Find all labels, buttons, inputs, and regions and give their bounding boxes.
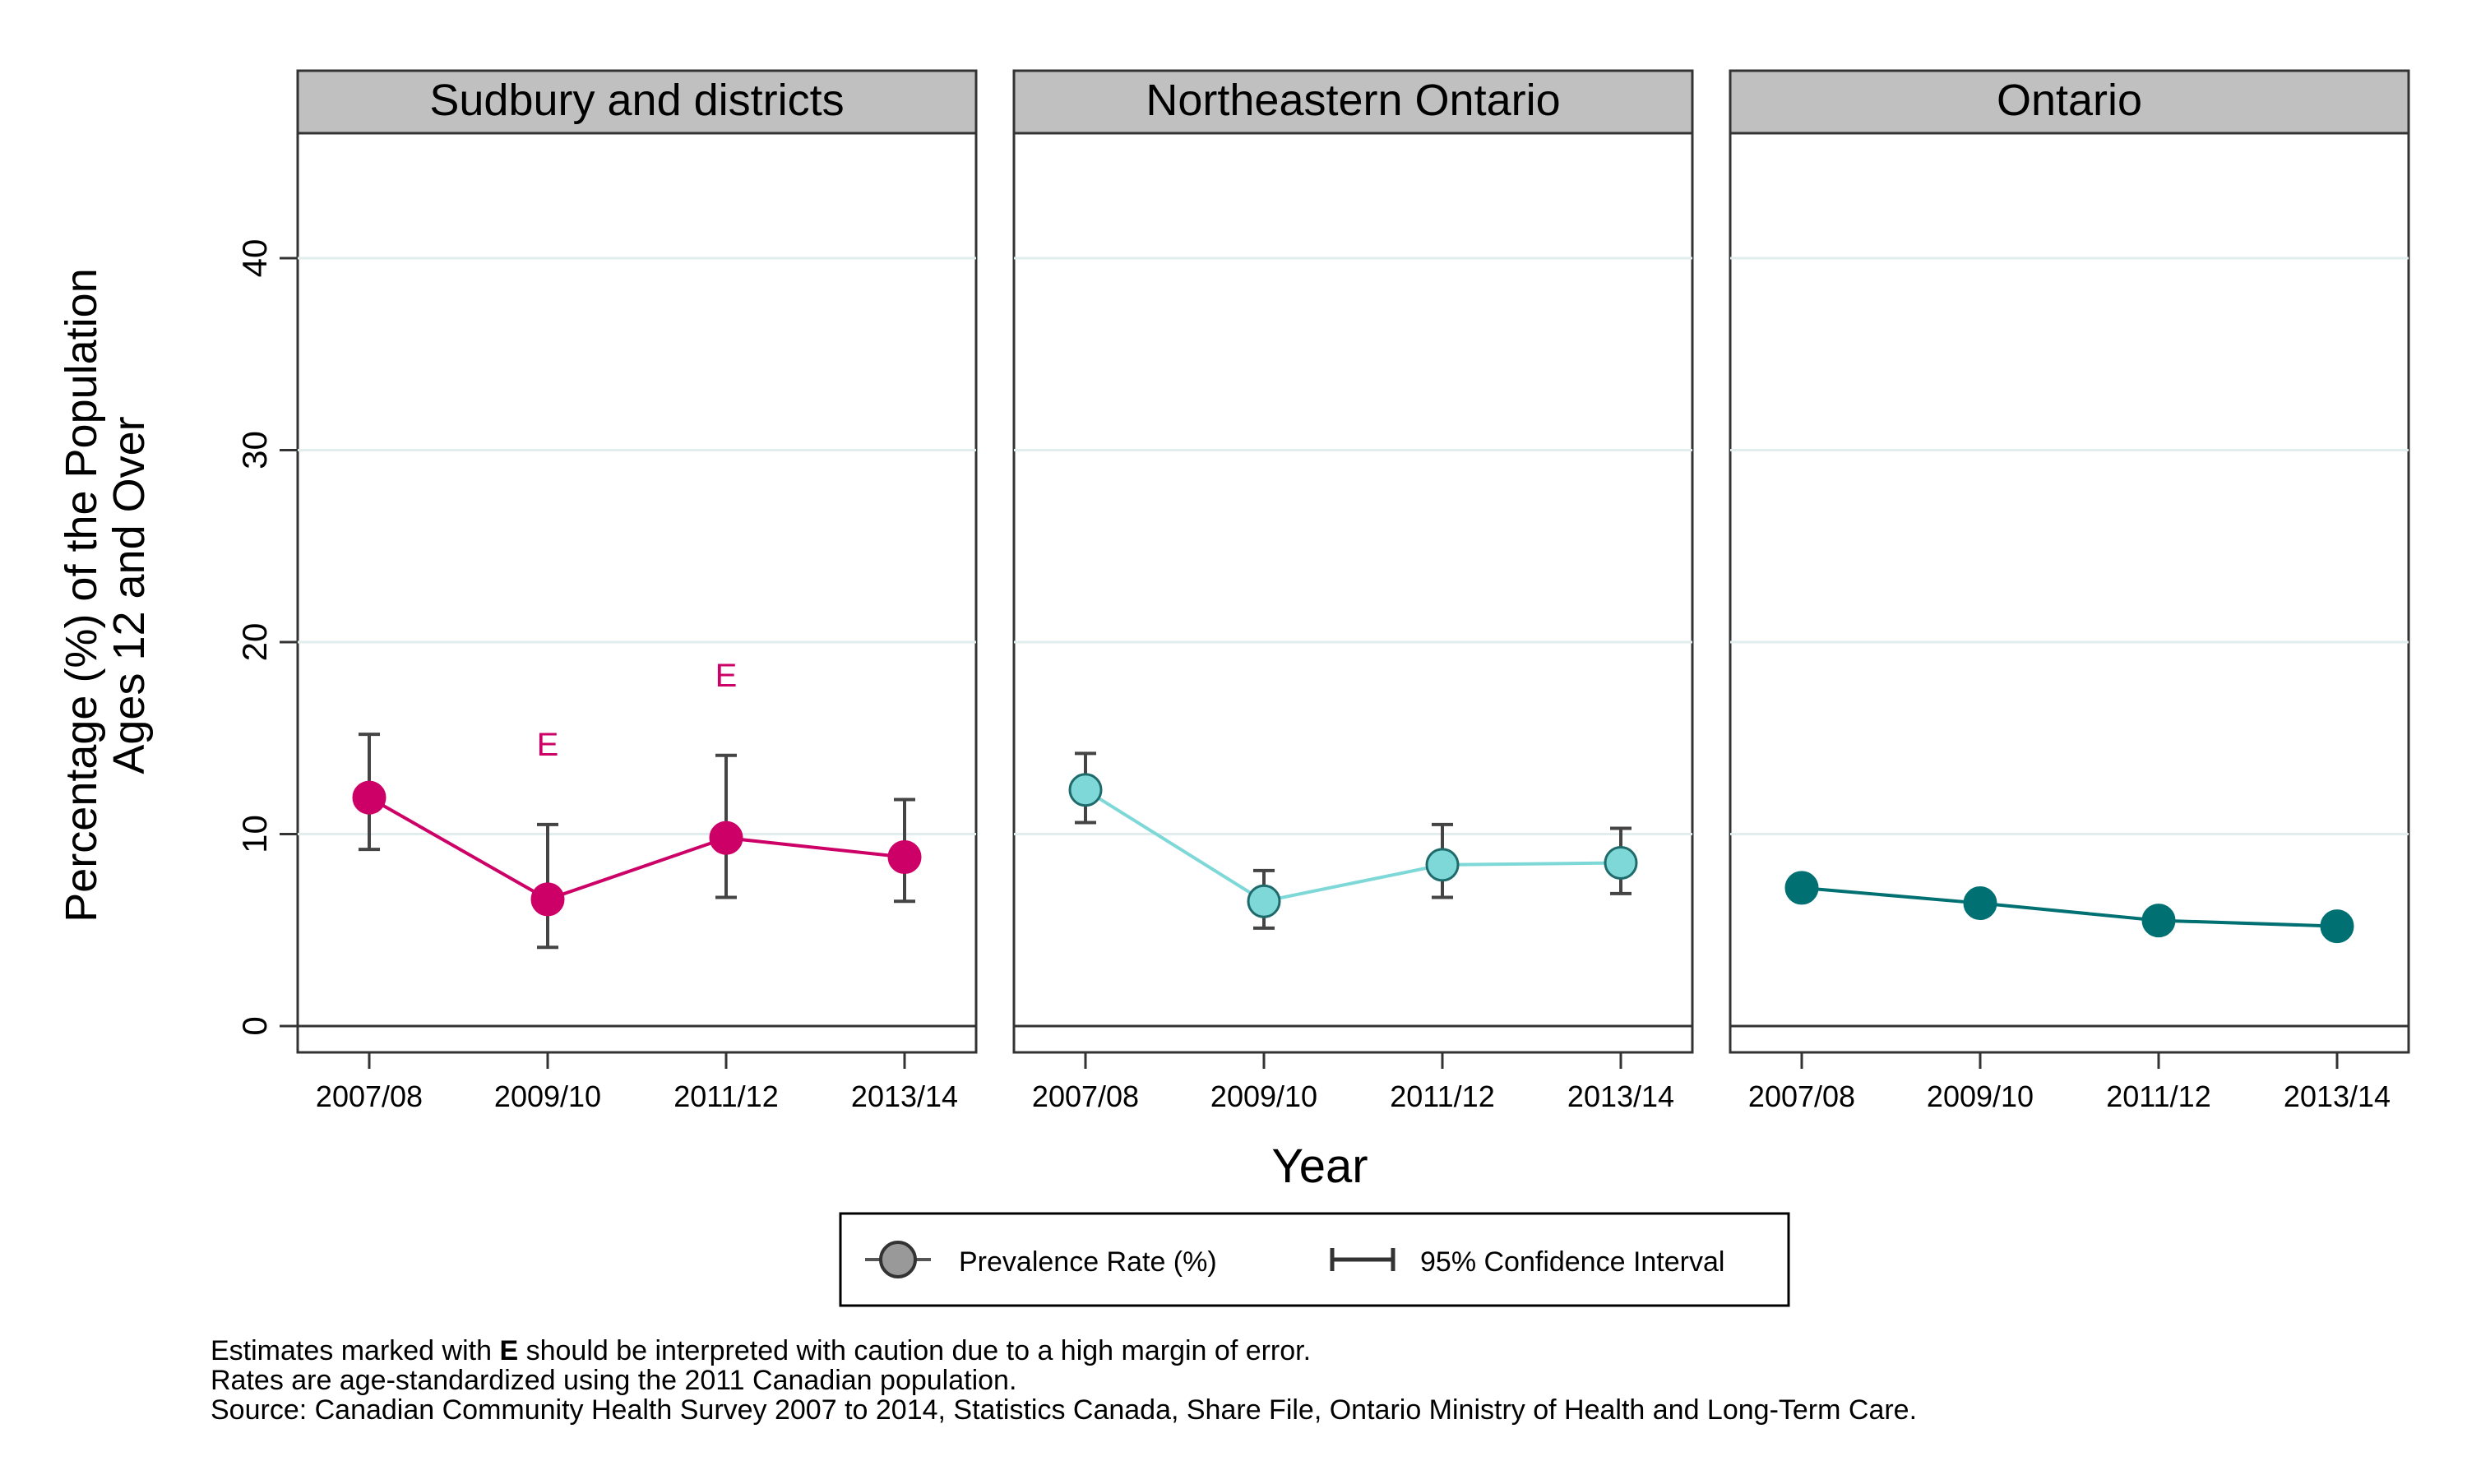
- estimate-flag: E: [537, 727, 559, 763]
- x-tick-label: 2009/10: [494, 1079, 601, 1113]
- footnote-line-2: Rates are age-standardized using the 201…: [211, 1365, 1016, 1396]
- x-tick-label: 2009/10: [1210, 1079, 1317, 1113]
- data-point: [1068, 773, 1103, 807]
- panel-header: [1012, 69, 1694, 135]
- data-point: [530, 882, 565, 917]
- panel-header: [296, 69, 978, 135]
- panels-layer: Sudbury and districts 0 10 20 30 40 2007/08 200…: [235, 69, 2410, 1113]
- footnotes: Estimates marked with E should be interp…: [211, 1335, 1917, 1426]
- panel-header: [1729, 69, 2410, 135]
- series-line: [1801, 885, 2338, 928]
- panel-plot-area: [1729, 132, 2410, 1054]
- panel-plot-area: [296, 132, 978, 1054]
- y-axis-label-line-2: Ages 12 and Over: [104, 416, 154, 774]
- x-tick-label: 2007/08: [1032, 1079, 1139, 1113]
- y-tick-label: 40: [235, 239, 274, 278]
- panel-plot-area: [1012, 132, 1694, 1054]
- y-tick-label: 30: [235, 431, 274, 469]
- x-tick-label: 2011/12: [1390, 1079, 1494, 1113]
- x-tick-label: 2007/08: [1748, 1079, 1855, 1113]
- data-point: [2141, 904, 2176, 938]
- footnote-line-1-bold: E: [499, 1335, 518, 1366]
- panel-title: Ontario: [1997, 76, 2142, 125]
- footnote-line-1-prefix: Estimates marked with: [211, 1335, 499, 1366]
- x-tick-label: 2013/14: [851, 1079, 958, 1113]
- data-point: [1963, 886, 1997, 921]
- y-tick-label: 20: [235, 623, 274, 662]
- data-point: [887, 840, 922, 875]
- footnote-line-1-suffix: should be interpreted with caution due t…: [518, 1335, 1311, 1366]
- legend-prevalence-label: Prevalence Rate (%): [959, 1246, 1217, 1278]
- data-point: [1604, 846, 1638, 881]
- x-tick-label: 2011/12: [673, 1079, 778, 1113]
- data-point: [709, 821, 743, 855]
- footnote-line-1: Estimates marked with E should be interp…: [211, 1335, 1311, 1366]
- series-line: [1084, 788, 1622, 904]
- legend: Prevalence Rate (%) 95% Confidence Inter…: [839, 1212, 1790, 1307]
- estimate-flag: E: [715, 658, 738, 694]
- x-tick-label: 2013/14: [1567, 1079, 1674, 1113]
- data-point: [352, 780, 386, 815]
- data-point: [1425, 848, 1460, 882]
- x-tick-label: 2009/10: [1927, 1079, 2034, 1113]
- data-point: [1247, 884, 1281, 918]
- footnote-line-3: Source: Canadian Community Health Survey…: [211, 1394, 1917, 1426]
- y-tick-label: 10: [235, 815, 274, 853]
- y-tick-label: 0: [235, 1016, 274, 1035]
- legend-prevalence-marker: [879, 1241, 917, 1278]
- legend-ci-label: 95% Confidence Interval: [1420, 1246, 1724, 1278]
- series-line: [368, 796, 905, 902]
- x-tick-label: 2011/12: [2106, 1079, 2210, 1113]
- panel-2: Northeastern Ontario 2007/08 2009/10 2011/1…: [1012, 69, 1694, 1113]
- panel-3: Ontario 2007/08 2009/10 2011/12 2013/14: [1729, 69, 2410, 1113]
- x-axis-label: Year: [1271, 1140, 1368, 1193]
- panel-1: Sudbury and districts 0 10 20 30 40 2007/08 200…: [235, 69, 978, 1113]
- legend-box: [839, 1212, 1790, 1307]
- panel-title: Northeastern Ontario: [1146, 76, 1560, 125]
- x-tick-label: 2007/08: [316, 1079, 423, 1113]
- panel-title: Sudbury and districts: [429, 76, 844, 125]
- data-point: [1784, 871, 1819, 905]
- y-axis-label-line-1: Percentage (%) of the Population: [57, 268, 106, 922]
- x-tick-label: 2013/14: [2284, 1079, 2391, 1113]
- data-point: [2320, 909, 2354, 944]
